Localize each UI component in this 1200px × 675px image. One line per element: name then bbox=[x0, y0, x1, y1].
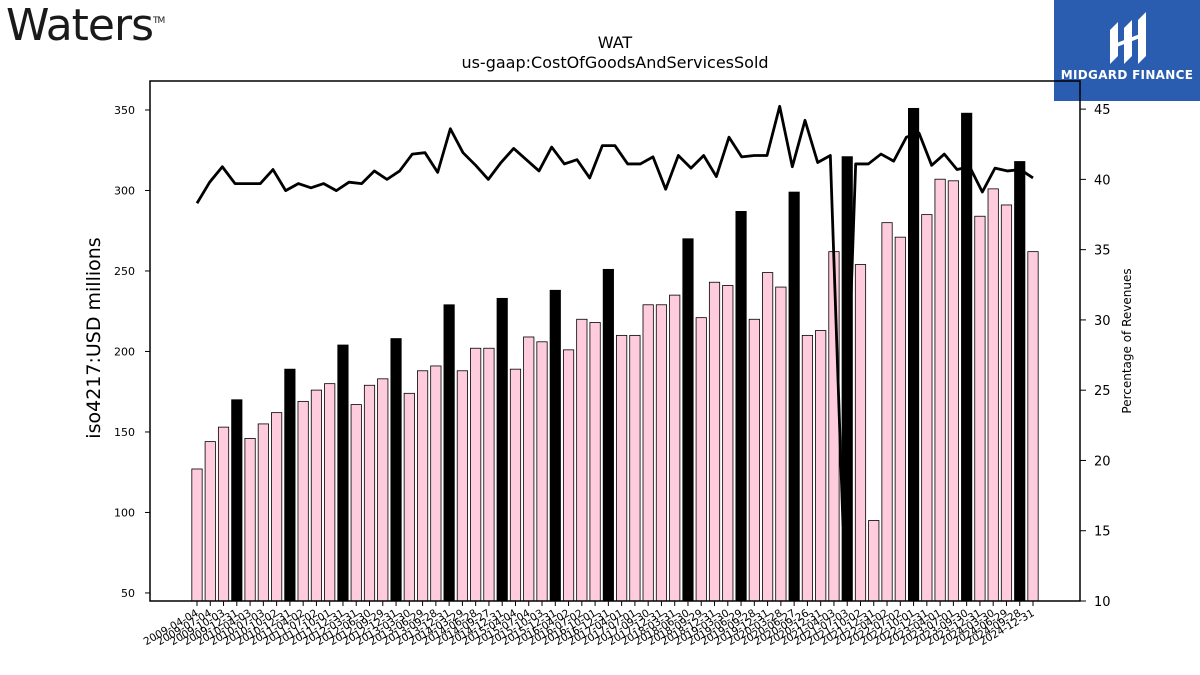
bar-quarter bbox=[430, 365, 442, 602]
y-tick-label: 350 bbox=[114, 104, 135, 117]
bar-quarter bbox=[244, 437, 256, 602]
partner-logo-badge: MIDGARD FINANCE bbox=[1054, 0, 1200, 101]
bar-quarter bbox=[523, 336, 535, 602]
bar-annual bbox=[788, 191, 800, 602]
percentage-line bbox=[195, 104, 1034, 527]
bar-quarter bbox=[775, 286, 787, 602]
bar-quarter bbox=[217, 426, 230, 602]
bar-quarter bbox=[509, 368, 522, 602]
bar-quarter bbox=[350, 404, 362, 602]
bar-quarter bbox=[324, 383, 336, 602]
brand-name: Waters bbox=[6, 0, 154, 51]
y2-tick-label: 40 bbox=[1094, 173, 1111, 188]
y-tick-label: 200 bbox=[114, 345, 135, 358]
bar-annual bbox=[961, 112, 973, 602]
y2-tick-label: 25 bbox=[1094, 384, 1111, 399]
y2-tick-label: 30 bbox=[1094, 314, 1111, 329]
bar-quarter bbox=[881, 222, 893, 602]
bar-quarter bbox=[642, 304, 654, 602]
bar-annual bbox=[602, 268, 614, 602]
y2-tick-label: 10 bbox=[1094, 595, 1111, 610]
bar-quarter bbox=[921, 214, 933, 602]
y-tick-label: 100 bbox=[114, 506, 135, 519]
bar-quarter bbox=[1027, 251, 1039, 602]
brand-logo: WatersTM bbox=[6, 0, 165, 51]
y-tick-label: 50 bbox=[121, 587, 135, 600]
y-tick-label: 300 bbox=[114, 184, 135, 197]
bar-quarter bbox=[695, 317, 707, 602]
bar-quarter bbox=[310, 389, 323, 602]
bar-quarter bbox=[616, 334, 628, 602]
partner-logo-icon bbox=[1110, 12, 1146, 64]
bar-annual bbox=[443, 304, 455, 602]
bar-quarter bbox=[854, 264, 867, 602]
bar-quarter bbox=[589, 322, 601, 602]
bar-quarter bbox=[708, 281, 721, 602]
bar-quarter bbox=[974, 215, 986, 602]
bar-quarter bbox=[377, 378, 389, 602]
bar-annual bbox=[549, 289, 561, 602]
bars-group bbox=[191, 107, 1039, 602]
bar-quarter bbox=[417, 370, 429, 602]
bar-quarter bbox=[297, 400, 309, 602]
bar-quarter bbox=[257, 423, 269, 602]
bar-quarter bbox=[470, 347, 482, 602]
bar-quarter bbox=[1000, 204, 1013, 602]
y2-tick-label: 20 bbox=[1094, 454, 1111, 469]
bar-quarter bbox=[722, 285, 734, 602]
bar-quarter bbox=[403, 392, 415, 602]
bar-annual bbox=[496, 297, 508, 602]
bar-quarter bbox=[748, 318, 760, 602]
chart-subtitle: us-gaap:CostOfGoodsAndServicesSold bbox=[461, 53, 768, 72]
chart-title: WAT bbox=[598, 33, 633, 52]
y-axis: 50 100 150 200 250 300 350 bbox=[114, 104, 150, 600]
bar-quarter bbox=[934, 178, 946, 602]
y2-axis-label: Percentage of Revenues bbox=[1120, 268, 1134, 413]
bar-annual bbox=[908, 107, 920, 602]
bar-quarter bbox=[191, 468, 203, 602]
bar-quarter bbox=[456, 370, 468, 602]
bar-quarter bbox=[562, 349, 575, 602]
bar-quarter bbox=[483, 347, 495, 602]
bar-quarter bbox=[894, 236, 906, 602]
bar-annual bbox=[284, 368, 296, 602]
y2-tick-label: 15 bbox=[1094, 525, 1111, 540]
bar-quarter bbox=[363, 384, 376, 602]
y-tick-label: 150 bbox=[114, 426, 135, 439]
bar-quarter bbox=[629, 334, 641, 602]
bar-quarter bbox=[815, 330, 827, 602]
bar-quarter bbox=[762, 272, 774, 602]
bar-quarter bbox=[987, 188, 999, 602]
bar-quarter bbox=[947, 180, 959, 602]
line-group bbox=[195, 104, 1034, 527]
bar-annual bbox=[337, 344, 349, 602]
bar-annual bbox=[231, 399, 243, 602]
bar-annual bbox=[735, 210, 747, 602]
plot-frame bbox=[149, 80, 1081, 602]
partner-name: MIDGARD FINANCE bbox=[1060, 68, 1194, 82]
bar-annual bbox=[390, 338, 402, 602]
bar-quarter bbox=[669, 294, 681, 602]
x-axis: 2009-04-042009-07-042009-10-032009-12-31… bbox=[142, 601, 1037, 648]
y-axis-label: iso4217:USD millions bbox=[83, 237, 105, 438]
bar-quarter bbox=[828, 251, 840, 602]
bar-quarter bbox=[868, 520, 880, 602]
y2-tick-label: 35 bbox=[1094, 244, 1111, 259]
bar-quarter bbox=[576, 318, 588, 602]
bar-quarter bbox=[204, 441, 216, 602]
trademark-mark: TM bbox=[153, 16, 165, 26]
bar-quarter bbox=[536, 341, 548, 602]
y-tick-label: 250 bbox=[114, 265, 135, 278]
bar-annual bbox=[1014, 161, 1026, 602]
y2-tick-label: 45 bbox=[1094, 103, 1111, 118]
bar-quarter bbox=[271, 412, 283, 602]
bar-quarter bbox=[801, 334, 813, 602]
y2-axis: 10 15 20 25 30 35 40 45 bbox=[1080, 103, 1111, 610]
bar-quarter bbox=[655, 304, 668, 602]
bar-annual bbox=[682, 238, 694, 602]
